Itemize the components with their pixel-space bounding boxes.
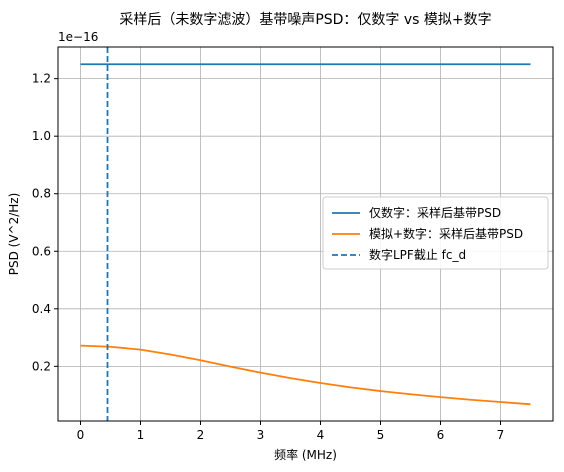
x-tick-label: 4 [317,428,325,442]
x-tick-label: 5 [377,428,385,442]
y-axis-label: PSD (V^2/Hz) [7,193,21,276]
legend-label: 数字LPF截止 fc_d [369,247,466,262]
legend-label: 仅数字：采样后基带PSD [369,205,501,220]
x-tick-label: 3 [257,428,265,442]
legend-label: 模拟+数字：采样后基带PSD [369,226,523,241]
x-tick-label: 6 [437,428,445,442]
axis-ticks: 0 1 2 3 4 5 6 7 0.2 0.4 0.6 0.8 1.0 1.2 [32,72,504,442]
x-tick-label: 2 [197,428,205,442]
chart-title: 采样后（未数字滤波）基带噪声PSD：仅数字 vs 模拟+数字 [119,11,491,28]
series-line-analog-digital [80,344,531,406]
y-tick-label: 0.2 [32,359,51,373]
x-tick-label: 1 [137,428,145,442]
x-axis-label: 频率 (MHz) [274,447,337,462]
y-tick-label: 1.2 [32,72,51,86]
y-tick-label: 0.6 [32,244,51,258]
y-tick-label: 0.4 [32,302,51,316]
legend-box [322,196,549,270]
x-tick-label: 7 [497,428,505,442]
y-offset-label: 1e−16 [58,30,98,44]
plot-series [80,47,531,421]
plot-frame [57,46,554,422]
y-tick-label: 1.0 [32,129,51,143]
x-tick-label: 0 [77,428,85,442]
y-tick-label: 0.8 [32,187,51,201]
legend: 仅数字：采样后基带PSD 模拟+数字：采样后基带PSD 数字LPF截止 fc_d [322,196,549,270]
